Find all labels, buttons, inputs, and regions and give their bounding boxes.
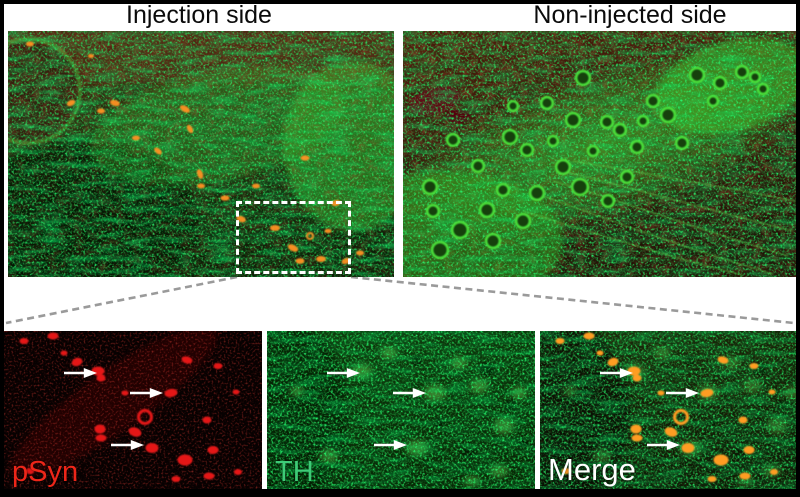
arrow-icon — [130, 387, 163, 399]
psyn-micrograph — [4, 331, 262, 489]
psyn-label: pSyn — [12, 455, 79, 488]
th-inset-panel: TH — [267, 331, 535, 489]
inset-region-box — [236, 201, 351, 274]
injection-side-title: Injection side — [126, 1, 272, 29]
non-injected-side-panel — [403, 31, 796, 277]
arrow-icon — [64, 367, 97, 379]
merge-micrograph — [540, 331, 796, 489]
arrow-icon — [666, 387, 699, 399]
psyn-inset-panel: pSyn — [4, 331, 262, 489]
injection-micrograph — [8, 31, 394, 277]
th-neurons — [421, 64, 770, 260]
arrow-icon — [393, 387, 426, 399]
arrow-icon — [327, 367, 360, 379]
merge-label: Merge — [548, 452, 636, 488]
arrow-icon — [111, 439, 144, 451]
injection-side-panel — [8, 31, 394, 277]
zoom-connector-lines — [5, 275, 795, 325]
arrow-icon — [647, 439, 680, 451]
connector-line-left — [5, 275, 238, 325]
th-fibers — [522, 160, 796, 276]
non-injected-side-title: Non-injected side — [533, 1, 727, 29]
th-micrograph — [267, 331, 535, 489]
th-label: TH — [275, 455, 314, 488]
non-injected-micrograph — [403, 31, 796, 277]
arrow-icon — [600, 367, 633, 379]
merge-inset-panel: Merge — [540, 331, 796, 489]
connector-line-right — [350, 275, 795, 325]
arrow-icon — [374, 439, 407, 451]
